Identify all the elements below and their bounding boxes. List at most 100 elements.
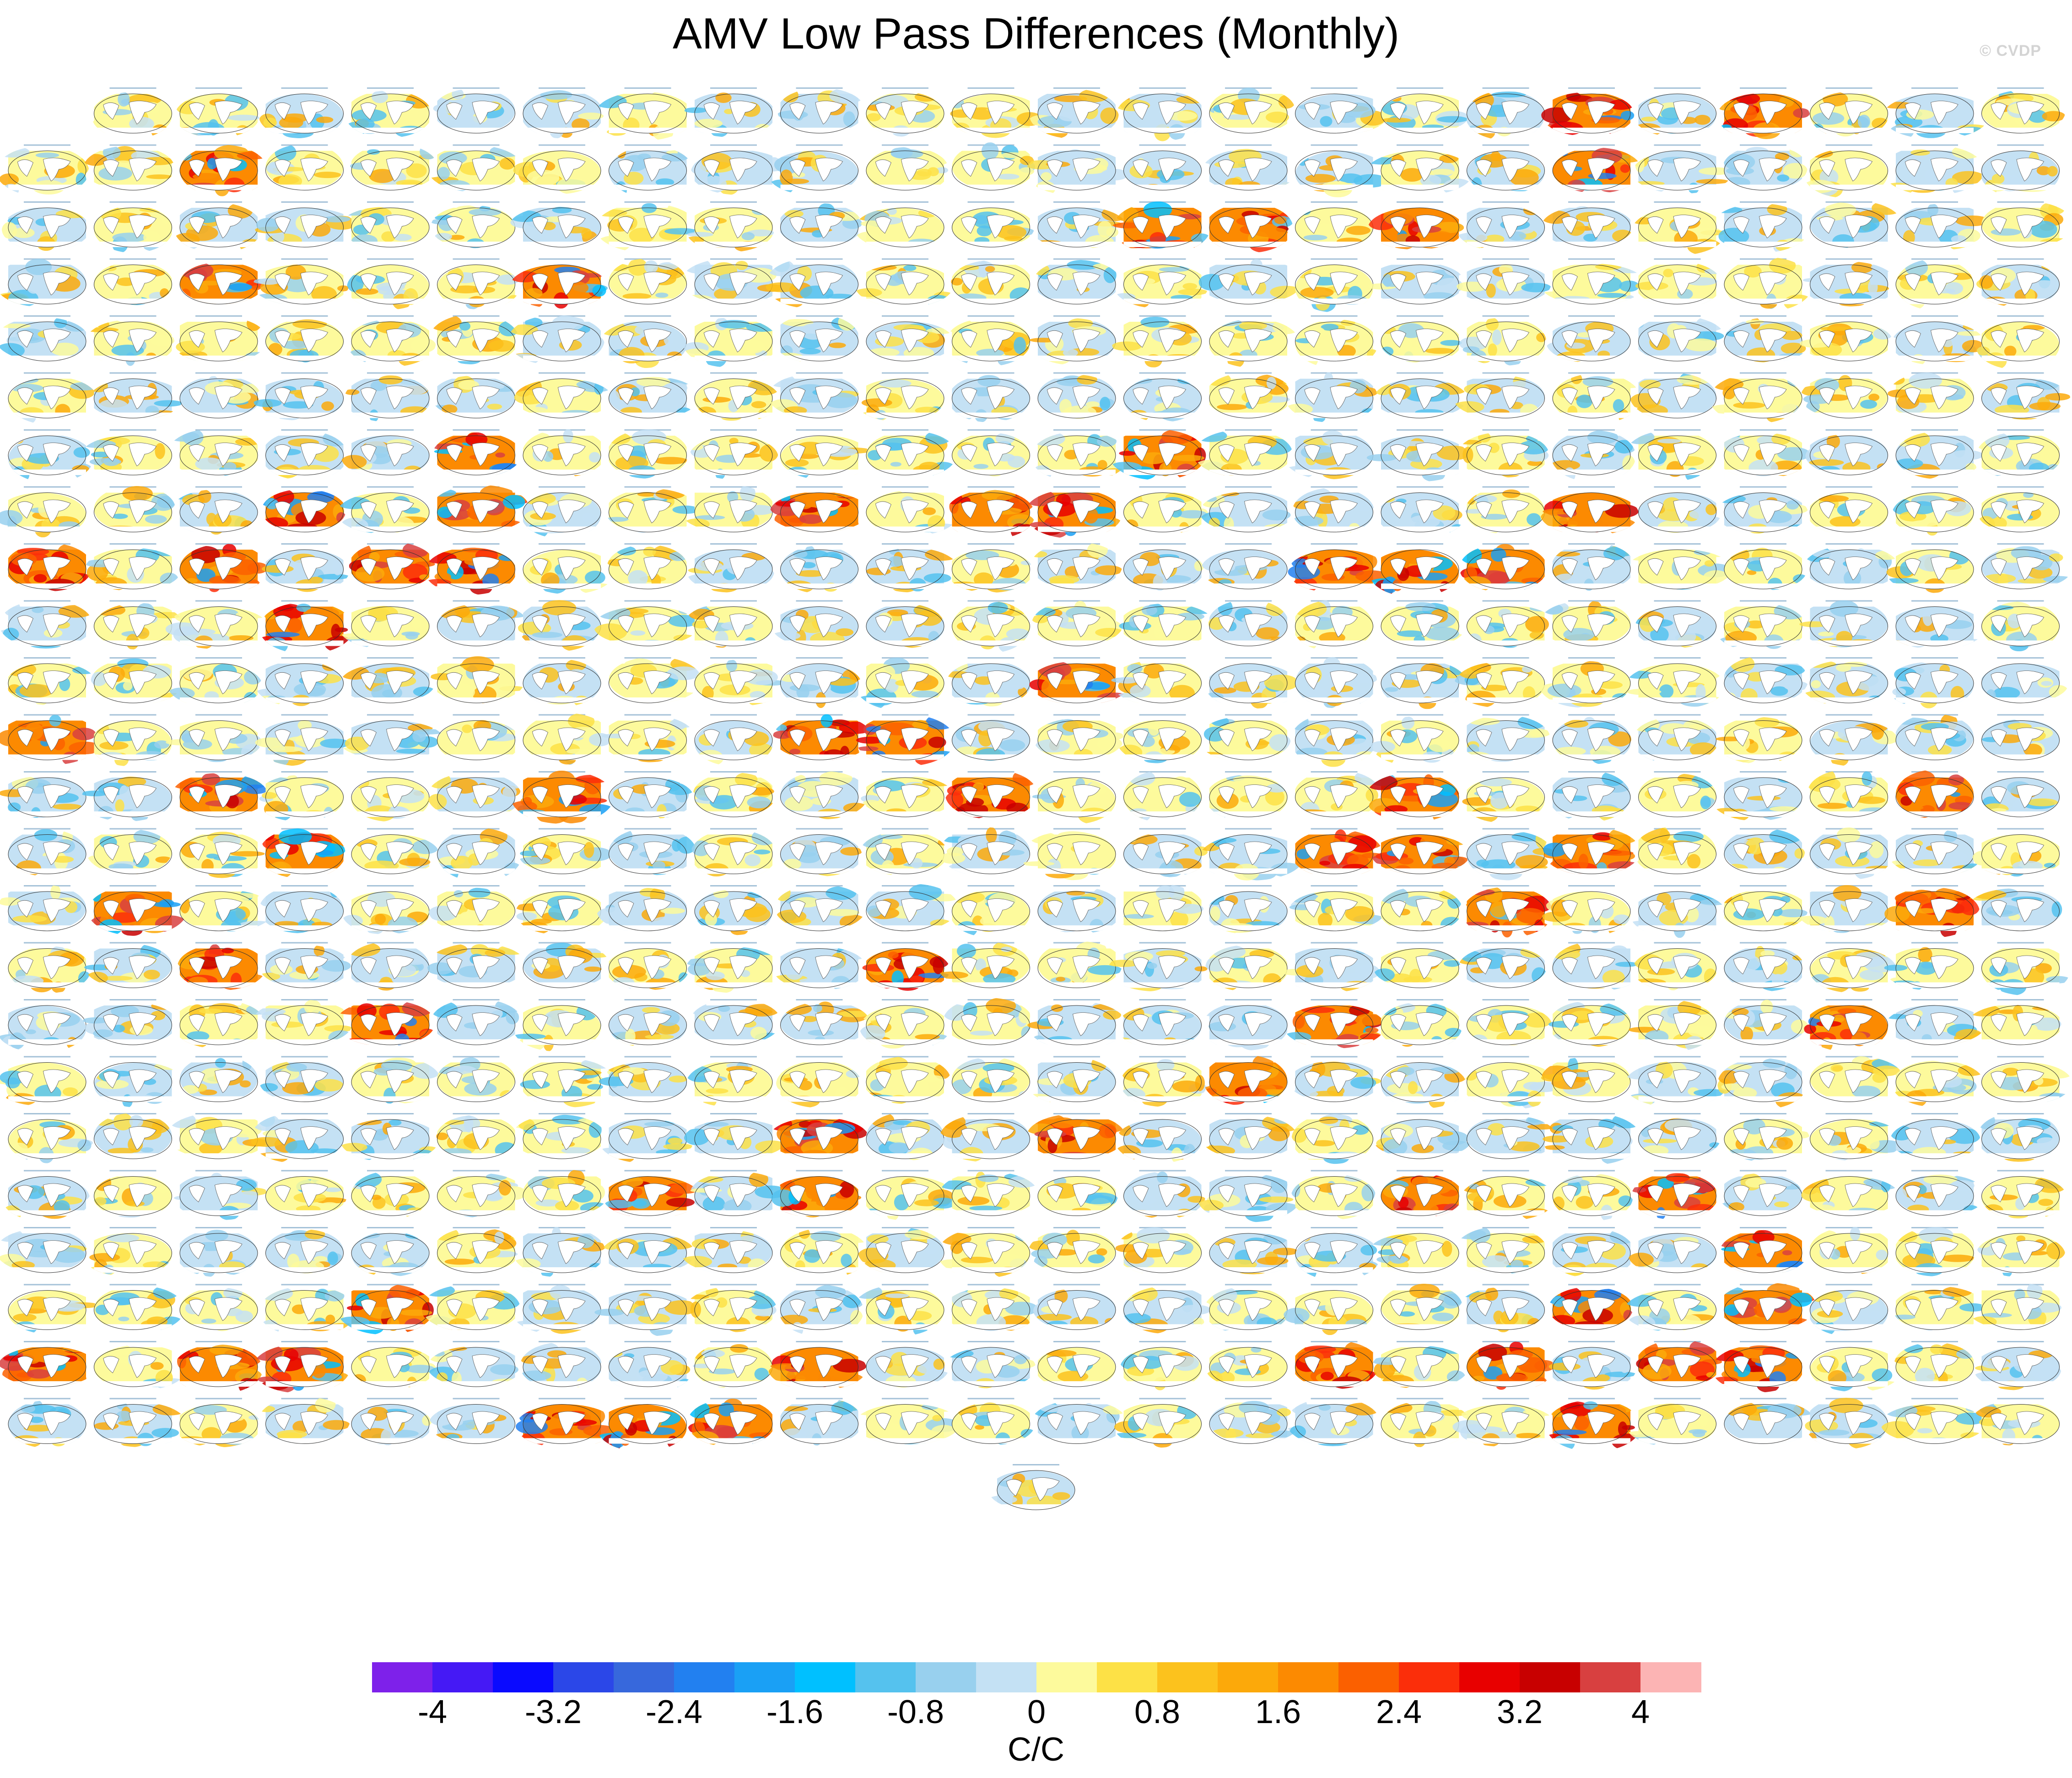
map-panel (1033, 714, 1124, 760)
continent-shape (875, 273, 891, 291)
map-panel (1467, 1113, 1557, 1159)
continent-shape (1047, 273, 1063, 291)
map-panel (1893, 1284, 1986, 1331)
globe-outline (1209, 265, 1288, 304)
globe-outline (609, 492, 687, 532)
map-panel (1462, 771, 1545, 823)
panel-label (624, 372, 671, 374)
map-panel (1205, 942, 1289, 992)
continent-shape (300, 215, 329, 238)
antarctica-shape (1553, 355, 1630, 361)
map-panel (1717, 1056, 1808, 1110)
map-panel (1632, 942, 1717, 991)
map-panel (261, 486, 346, 532)
map-panel (91, 657, 184, 705)
continent-shape (1561, 216, 1578, 234)
colorbar-segment (734, 1662, 795, 1692)
antarctica-shape (8, 1153, 86, 1159)
panel-label (1397, 258, 1443, 260)
map-panel (82, 1227, 172, 1276)
antarctica-shape (523, 1210, 601, 1216)
continent-shape (1733, 444, 1749, 462)
continent-shape (1304, 159, 1321, 177)
map-panel (341, 429, 430, 477)
continent-shape (1991, 444, 2007, 462)
map-panel (253, 258, 349, 306)
map-panel (943, 1284, 1038, 1333)
map-panel (1289, 885, 1386, 931)
globe-outline (523, 151, 601, 190)
panel-label (1482, 258, 1529, 260)
panel-label (539, 657, 585, 659)
globe-outline (351, 321, 430, 362)
panel-label (1397, 486, 1443, 488)
antarctica-shape (1123, 1324, 1202, 1330)
panel-label (1482, 885, 1529, 886)
continent-shape (875, 216, 891, 234)
continent-shape (987, 271, 1015, 296)
antarctica-shape (180, 184, 258, 190)
panel-label (24, 1398, 70, 1400)
antarctica-shape (1381, 469, 1459, 475)
panel-label (539, 828, 585, 830)
map-panel (351, 1170, 430, 1219)
antarctica-shape (1209, 184, 1287, 190)
continent-shape (1819, 102, 1835, 120)
antarctica-shape (780, 583, 858, 589)
panel-label (1311, 1227, 1358, 1228)
antarctica-shape (351, 184, 429, 190)
antarctica-shape (523, 1153, 601, 1159)
antarctica-shape (1209, 1153, 1287, 1159)
map-panel (1465, 87, 1545, 141)
panel-label (1139, 543, 1186, 545)
globe-outline (437, 492, 515, 532)
panel-label (1311, 600, 1358, 602)
panel-label (1997, 315, 2044, 317)
antarctica-shape (94, 697, 172, 703)
map-panel (265, 315, 344, 363)
antarctica-shape (8, 1438, 86, 1444)
map-panel (1548, 1284, 1633, 1330)
map-panel (1381, 1283, 1462, 1330)
panel-label (1654, 1398, 1701, 1400)
panel-label (1654, 201, 1701, 203)
panel-label (109, 999, 156, 1000)
antarctica-shape (1209, 583, 1287, 589)
antarctica-shape (1553, 469, 1630, 475)
map-panel (777, 87, 865, 134)
antarctica-shape (1295, 1324, 1373, 1330)
map-panel (2, 1170, 90, 1222)
continent-shape (1047, 216, 1063, 234)
map-panel (852, 1284, 944, 1337)
antarctica-shape (437, 127, 515, 133)
map-panel (81, 429, 172, 476)
antarctica-shape (780, 298, 858, 304)
panel-label (1139, 144, 1186, 146)
antarctica-shape (351, 583, 429, 589)
globe-outline (952, 93, 1030, 134)
antarctica-shape (1981, 583, 2060, 589)
panel-label (1053, 201, 1100, 203)
panel-label (1654, 600, 1701, 602)
continent-shape (1991, 273, 2007, 291)
colorbar-segment (916, 1662, 977, 1692)
panel-label (109, 1227, 156, 1228)
map-panel (174, 87, 260, 138)
panel-label (1568, 258, 1615, 260)
panel-label (24, 315, 70, 317)
antarctica-shape (1638, 925, 1716, 931)
antarctica-shape (866, 127, 944, 133)
panel-label (1911, 144, 1958, 146)
antarctica-shape (1381, 1096, 1459, 1102)
panel-label (882, 828, 928, 830)
panel-label (195, 1398, 242, 1400)
map-panel (1031, 771, 1116, 825)
globe-outline (1638, 378, 1716, 418)
map-panel (685, 1284, 777, 1333)
panel-label (1013, 1464, 1059, 1465)
antarctica-shape (952, 127, 1030, 133)
continent-shape (472, 329, 500, 352)
map-panel (351, 771, 430, 822)
panel-label (1740, 144, 1786, 146)
map-panel (1371, 1341, 1469, 1389)
